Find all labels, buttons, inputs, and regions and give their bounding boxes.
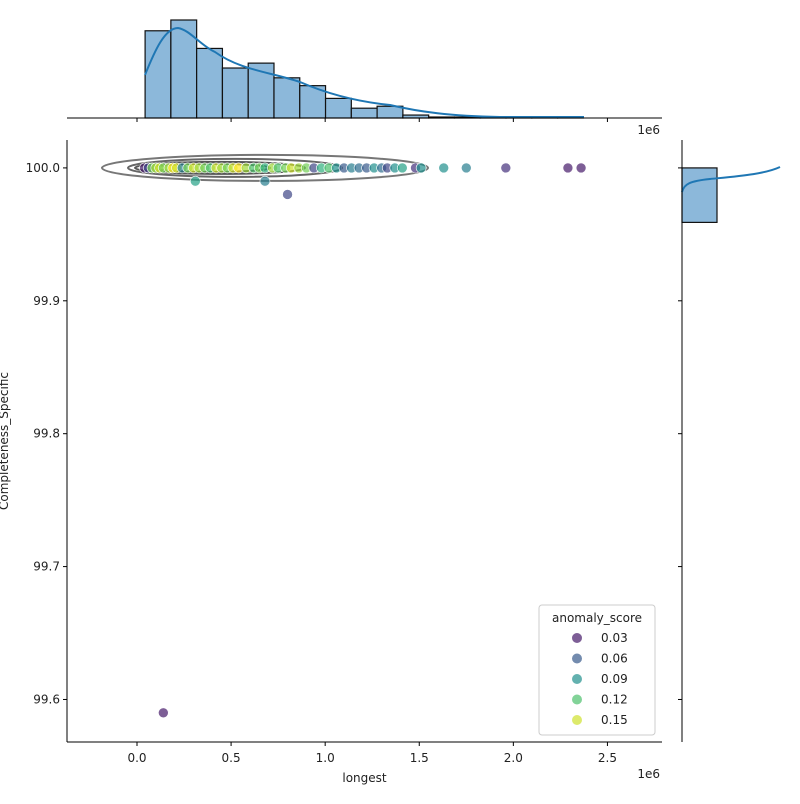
legend-marker — [572, 695, 582, 705]
legend-label: 0.06 — [601, 652, 628, 666]
y-tick-label: 100.0 — [26, 161, 60, 175]
y-tick-label: 99.6 — [33, 692, 60, 706]
scatter-point — [501, 163, 511, 173]
legend-marker — [572, 654, 582, 664]
scatter-point — [563, 163, 573, 173]
legend-label: 0.03 — [601, 631, 628, 645]
scatter-point — [283, 189, 293, 199]
top-histogram-bar — [351, 108, 377, 118]
top-histogram-bar — [171, 20, 197, 118]
x-tick-label: 0.5 — [222, 751, 241, 765]
y-tick-label: 99.9 — [33, 294, 60, 308]
x-tick-label: 0.0 — [127, 751, 146, 765]
top-offset-label: 1e6 — [637, 123, 660, 137]
legend-label: 0.15 — [601, 713, 628, 727]
scatter-point — [158, 708, 168, 718]
scatter-point — [260, 176, 270, 186]
legend-label: 0.12 — [601, 693, 628, 707]
legend-marker — [572, 633, 582, 643]
x-tick-label: 1.5 — [410, 751, 429, 765]
x-tick-label: 1.0 — [316, 751, 335, 765]
scatter-point — [461, 163, 471, 173]
right-histogram-bar — [682, 168, 717, 222]
top-histogram-bar — [274, 78, 300, 118]
y-tick-label: 99.7 — [33, 560, 60, 574]
top-histogram-bar — [197, 48, 223, 118]
scatter-point — [416, 163, 426, 173]
x-tick-label: 2.0 — [504, 751, 523, 765]
x-tick-label: 2.5 — [598, 751, 617, 765]
x-offset-label: 1e6 — [637, 767, 660, 781]
top-histogram-bar — [222, 68, 248, 118]
y-axis-label: Completeness_Specific — [0, 372, 11, 510]
top-histogram-bar — [377, 106, 403, 118]
top-histogram-bar — [145, 31, 171, 118]
scatter-point — [190, 176, 200, 186]
scatter-point — [439, 163, 449, 173]
legend-marker — [572, 674, 582, 684]
scatter-point — [576, 163, 586, 173]
x-axis-label: longest — [342, 771, 387, 785]
y-tick-label: 99.8 — [33, 427, 60, 441]
legend-marker — [572, 715, 582, 725]
scatter-point — [397, 163, 407, 173]
legend-title: anomaly_score — [552, 611, 642, 625]
top-histogram-bar — [326, 98, 352, 118]
legend-label: 0.09 — [601, 672, 628, 686]
